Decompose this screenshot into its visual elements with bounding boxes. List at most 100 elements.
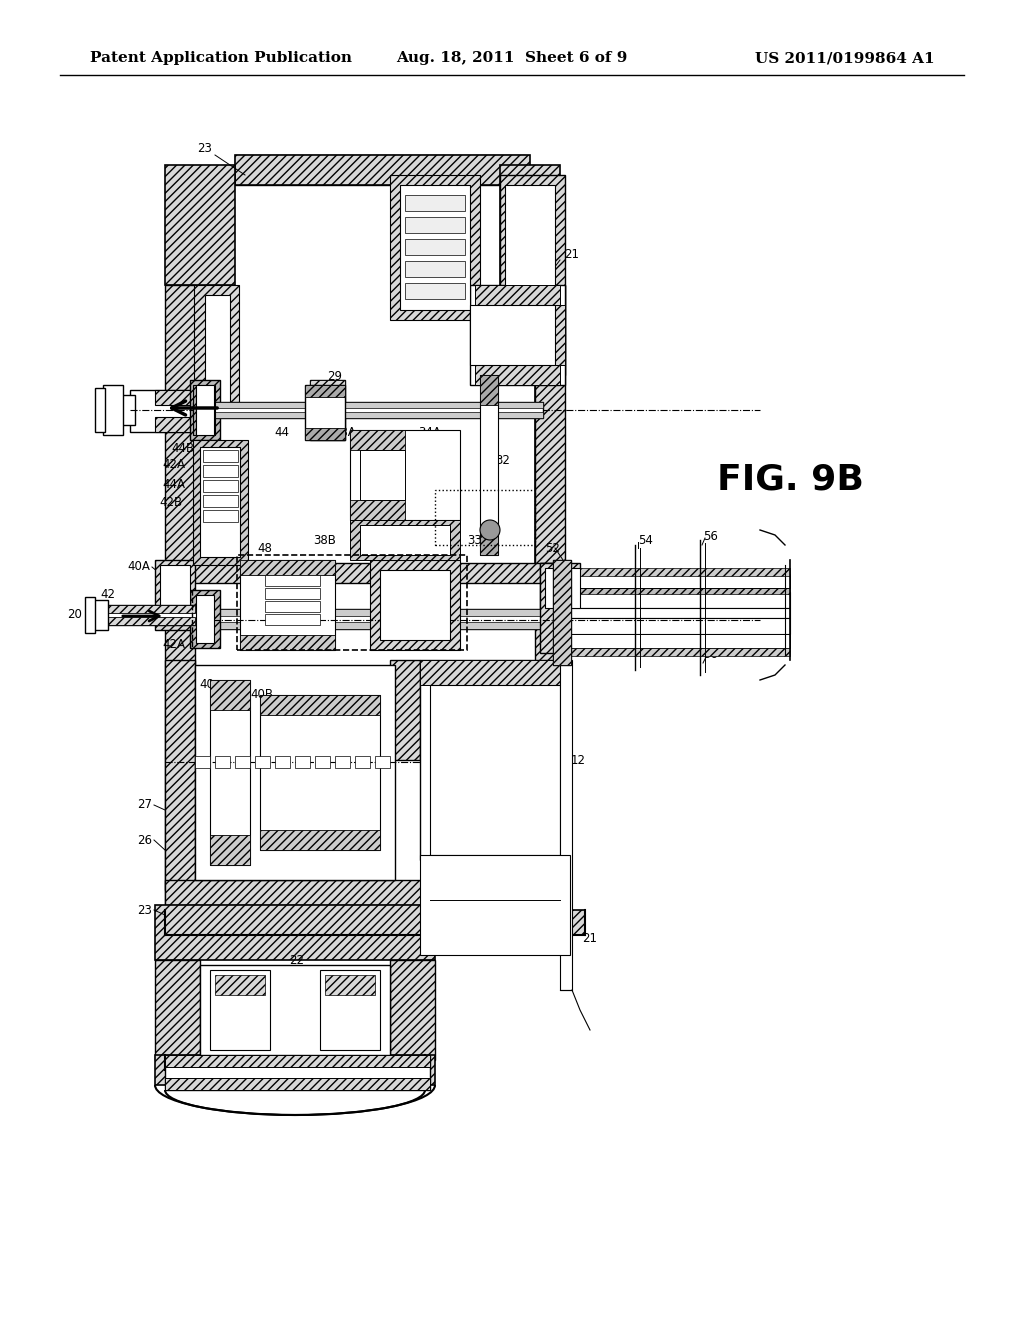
Text: 52: 52 — [545, 634, 560, 647]
Bar — [210, 680, 250, 710]
Text: 28: 28 — [103, 388, 118, 401]
Bar — [390, 176, 480, 319]
Bar — [203, 510, 238, 521]
Text: 56: 56 — [703, 648, 718, 661]
Bar — [350, 500, 406, 520]
Bar — [315, 756, 330, 768]
Text: 54: 54 — [638, 533, 653, 546]
Bar — [420, 855, 570, 880]
Bar — [203, 465, 238, 477]
Text: 40B: 40B — [251, 689, 273, 701]
Bar — [545, 568, 580, 609]
Text: 36A: 36A — [291, 718, 313, 731]
Bar — [210, 970, 270, 1049]
Text: 32A: 32A — [443, 214, 467, 227]
Bar — [130, 389, 200, 432]
Text: 21: 21 — [564, 248, 580, 261]
Bar — [350, 520, 460, 560]
Text: 38A: 38A — [334, 426, 356, 440]
Bar — [265, 601, 319, 612]
Bar — [234, 154, 525, 185]
Bar — [200, 965, 390, 1055]
Bar — [194, 285, 239, 414]
Bar — [210, 680, 250, 865]
Bar — [480, 375, 498, 405]
Text: 42A: 42A — [162, 639, 185, 652]
Bar — [370, 560, 460, 649]
Bar — [380, 570, 450, 640]
Text: 30A: 30A — [438, 754, 462, 767]
Bar — [260, 696, 380, 715]
Text: US 2011/0199864 A1: US 2011/0199864 A1 — [756, 51, 935, 65]
Bar — [193, 385, 215, 436]
Bar — [240, 560, 335, 576]
Bar — [193, 440, 248, 565]
Bar — [265, 576, 319, 586]
Bar — [165, 564, 565, 583]
Bar — [475, 285, 560, 305]
Bar — [406, 216, 465, 234]
Bar — [240, 560, 335, 649]
Bar — [406, 282, 465, 300]
Bar — [430, 685, 560, 855]
Bar — [93, 601, 108, 630]
Bar — [400, 185, 470, 310]
Text: Patent Application Publication: Patent Application Publication — [90, 51, 352, 65]
Bar — [540, 564, 570, 653]
Bar — [355, 756, 370, 768]
Text: 21: 21 — [583, 932, 597, 945]
Bar — [103, 605, 203, 624]
Bar — [560, 574, 790, 587]
Bar — [390, 660, 420, 760]
Text: 44B: 44B — [172, 441, 195, 454]
Bar — [535, 285, 565, 576]
Text: 38B: 38B — [299, 566, 322, 579]
Bar — [105, 616, 195, 624]
Bar — [420, 855, 570, 954]
Bar — [553, 560, 571, 665]
Bar — [195, 756, 210, 768]
Bar — [480, 525, 498, 554]
Bar — [560, 648, 790, 656]
Text: 44: 44 — [274, 426, 290, 440]
Text: 26: 26 — [137, 833, 152, 846]
Bar — [85, 597, 95, 634]
Bar — [555, 305, 565, 366]
Bar — [360, 525, 450, 554]
Bar — [265, 587, 319, 599]
Bar — [165, 583, 185, 623]
Text: 23: 23 — [198, 141, 212, 154]
Bar — [470, 285, 565, 385]
Bar — [165, 1078, 430, 1090]
Text: 52: 52 — [545, 541, 560, 554]
Text: 29: 29 — [328, 370, 342, 383]
Bar — [305, 385, 345, 440]
Bar — [234, 756, 250, 768]
Text: 33: 33 — [468, 533, 482, 546]
Bar — [203, 450, 238, 462]
Bar — [240, 635, 335, 649]
Text: 32: 32 — [496, 454, 510, 466]
Text: 42B: 42B — [159, 495, 182, 508]
Bar — [560, 568, 790, 576]
Text: 58: 58 — [745, 598, 760, 611]
Bar — [165, 285, 195, 576]
Text: 20: 20 — [68, 609, 82, 622]
Bar — [406, 239, 465, 255]
Bar — [205, 294, 230, 405]
Bar — [155, 560, 195, 630]
Bar — [475, 366, 560, 385]
Bar — [390, 960, 435, 1060]
Bar — [234, 154, 530, 185]
Bar — [350, 430, 406, 450]
Bar — [406, 261, 465, 277]
Bar — [420, 660, 570, 685]
Bar — [215, 756, 230, 768]
Text: 48: 48 — [249, 566, 263, 579]
Bar — [155, 960, 200, 1060]
Bar — [155, 1055, 435, 1085]
Bar — [203, 480, 238, 492]
Bar — [319, 970, 380, 1049]
Bar — [165, 909, 585, 935]
Text: 38: 38 — [236, 541, 250, 554]
